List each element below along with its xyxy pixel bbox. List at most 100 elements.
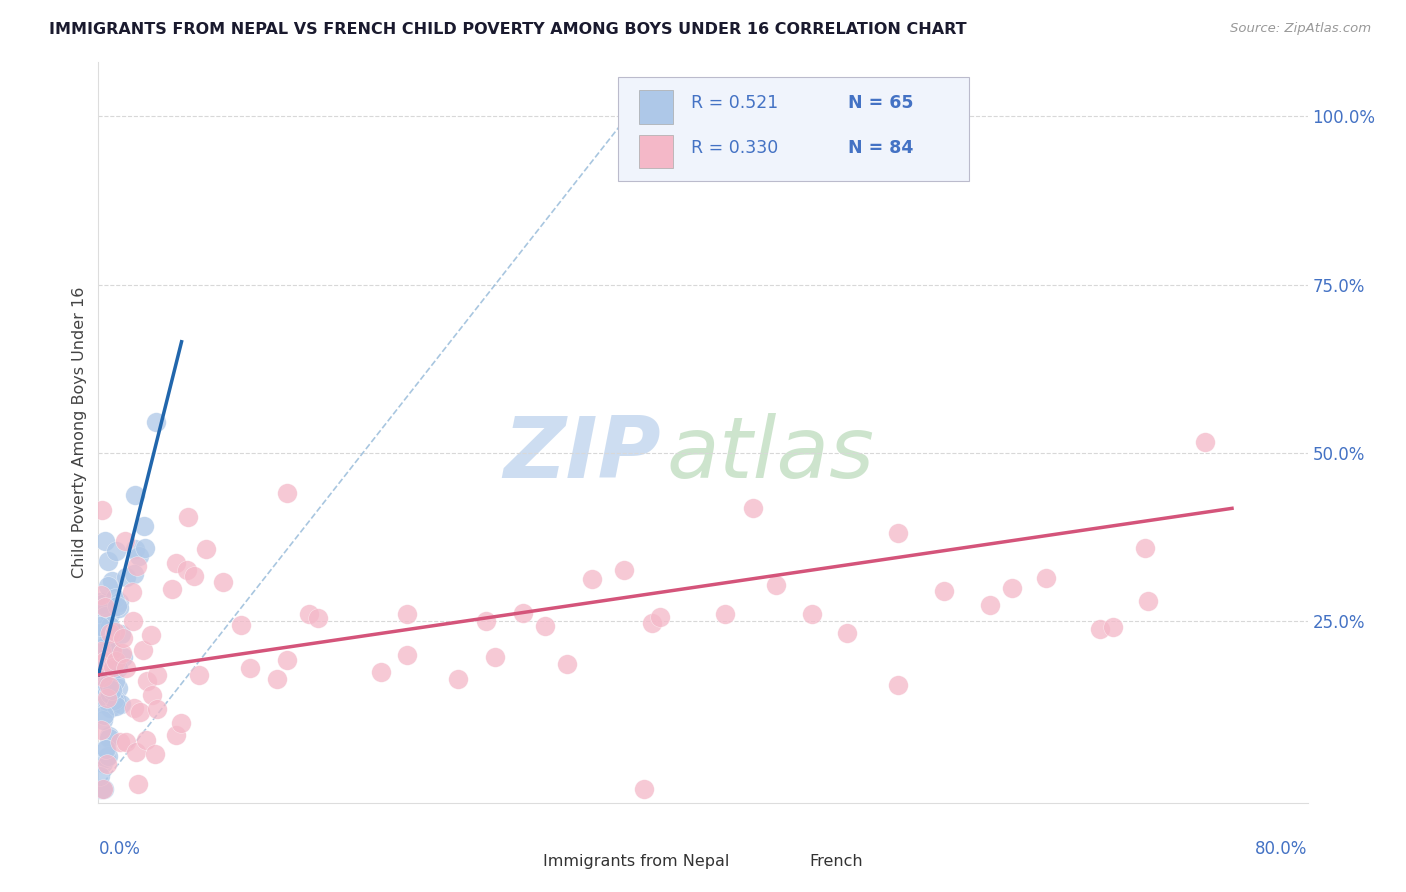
Point	[98, 626, 121, 640]
Point	[135, 674, 157, 689]
Bar	[769, 848, 800, 875]
Point	[134, 541, 156, 555]
Point	[98, 618, 121, 632]
Point	[742, 500, 765, 515]
Point	[96, 677, 118, 691]
Y-axis label: Child Poverty Among Boys Under 16: Child Poverty Among Boys Under 16	[72, 287, 87, 578]
Point	[211, 574, 233, 589]
Point	[90, 640, 112, 655]
Text: R = 0.330: R = 0.330	[690, 138, 778, 157]
Point	[108, 735, 131, 749]
Point	[127, 777, 149, 791]
Point	[132, 519, 155, 533]
Point	[89, 681, 111, 695]
Point	[105, 599, 128, 614]
Point	[484, 650, 506, 665]
Point	[91, 781, 114, 796]
Point	[170, 716, 193, 731]
Point	[107, 661, 129, 675]
Point	[93, 654, 115, 668]
Text: Source: ZipAtlas.com: Source: ZipAtlas.com	[1230, 22, 1371, 36]
Point	[98, 687, 121, 701]
Point	[307, 611, 329, 625]
Point	[91, 696, 114, 710]
Point	[276, 653, 298, 667]
Point	[104, 625, 127, 640]
Point	[96, 756, 118, 771]
Point	[124, 542, 146, 557]
Point	[145, 415, 167, 429]
Point	[581, 572, 603, 586]
Point	[887, 678, 910, 692]
Point	[1035, 571, 1057, 585]
Point	[94, 638, 117, 652]
Text: R = 0.521: R = 0.521	[690, 95, 778, 112]
Point	[276, 485, 298, 500]
Point	[98, 679, 121, 693]
FancyBboxPatch shape	[619, 78, 969, 181]
Text: 80.0%: 80.0%	[1256, 840, 1308, 858]
Point	[96, 657, 118, 671]
Point	[122, 567, 145, 582]
Point	[648, 609, 671, 624]
Point	[370, 665, 392, 679]
Point	[801, 607, 824, 621]
Point	[94, 742, 117, 756]
Point	[100, 643, 122, 657]
Point	[1001, 581, 1024, 595]
Point	[145, 702, 167, 716]
Point	[765, 578, 787, 592]
Point	[177, 510, 200, 524]
Point	[188, 668, 211, 682]
Point	[101, 574, 124, 589]
Text: atlas: atlas	[666, 413, 875, 496]
Point	[98, 701, 121, 715]
Text: 0.0%: 0.0%	[98, 840, 141, 858]
Point	[165, 557, 187, 571]
Point	[103, 660, 125, 674]
Point	[90, 643, 112, 657]
Point	[110, 646, 132, 660]
Point	[932, 583, 955, 598]
Point	[146, 668, 169, 682]
Point	[128, 706, 150, 720]
Point	[124, 488, 146, 502]
Point	[534, 619, 557, 633]
Point	[91, 781, 114, 796]
Point	[125, 745, 148, 759]
Point	[395, 607, 418, 622]
Point	[176, 563, 198, 577]
Text: Immigrants from Nepal: Immigrants from Nepal	[543, 854, 730, 869]
Point	[112, 650, 135, 665]
Point	[195, 542, 218, 557]
Point	[111, 631, 134, 645]
Point	[239, 661, 262, 675]
Point	[96, 579, 118, 593]
Point	[93, 600, 115, 615]
Point	[101, 683, 124, 698]
Point	[108, 601, 131, 615]
Point	[91, 714, 114, 728]
Point	[979, 598, 1001, 612]
Point	[91, 670, 114, 684]
Point	[94, 609, 117, 624]
Text: N = 84: N = 84	[848, 138, 914, 157]
Point	[135, 732, 157, 747]
Point	[96, 690, 118, 705]
Point	[96, 684, 118, 698]
Point	[105, 699, 128, 714]
Text: French: French	[810, 854, 863, 869]
Point	[183, 568, 205, 582]
Point	[94, 533, 117, 548]
Point	[886, 525, 908, 540]
Point	[266, 672, 288, 686]
Point	[1194, 434, 1216, 449]
Point	[141, 689, 163, 703]
Point	[475, 614, 498, 628]
Point	[107, 681, 129, 695]
Point	[97, 642, 120, 657]
Point	[90, 588, 112, 602]
Point	[89, 769, 111, 783]
Point	[89, 619, 111, 633]
Point	[555, 657, 578, 671]
